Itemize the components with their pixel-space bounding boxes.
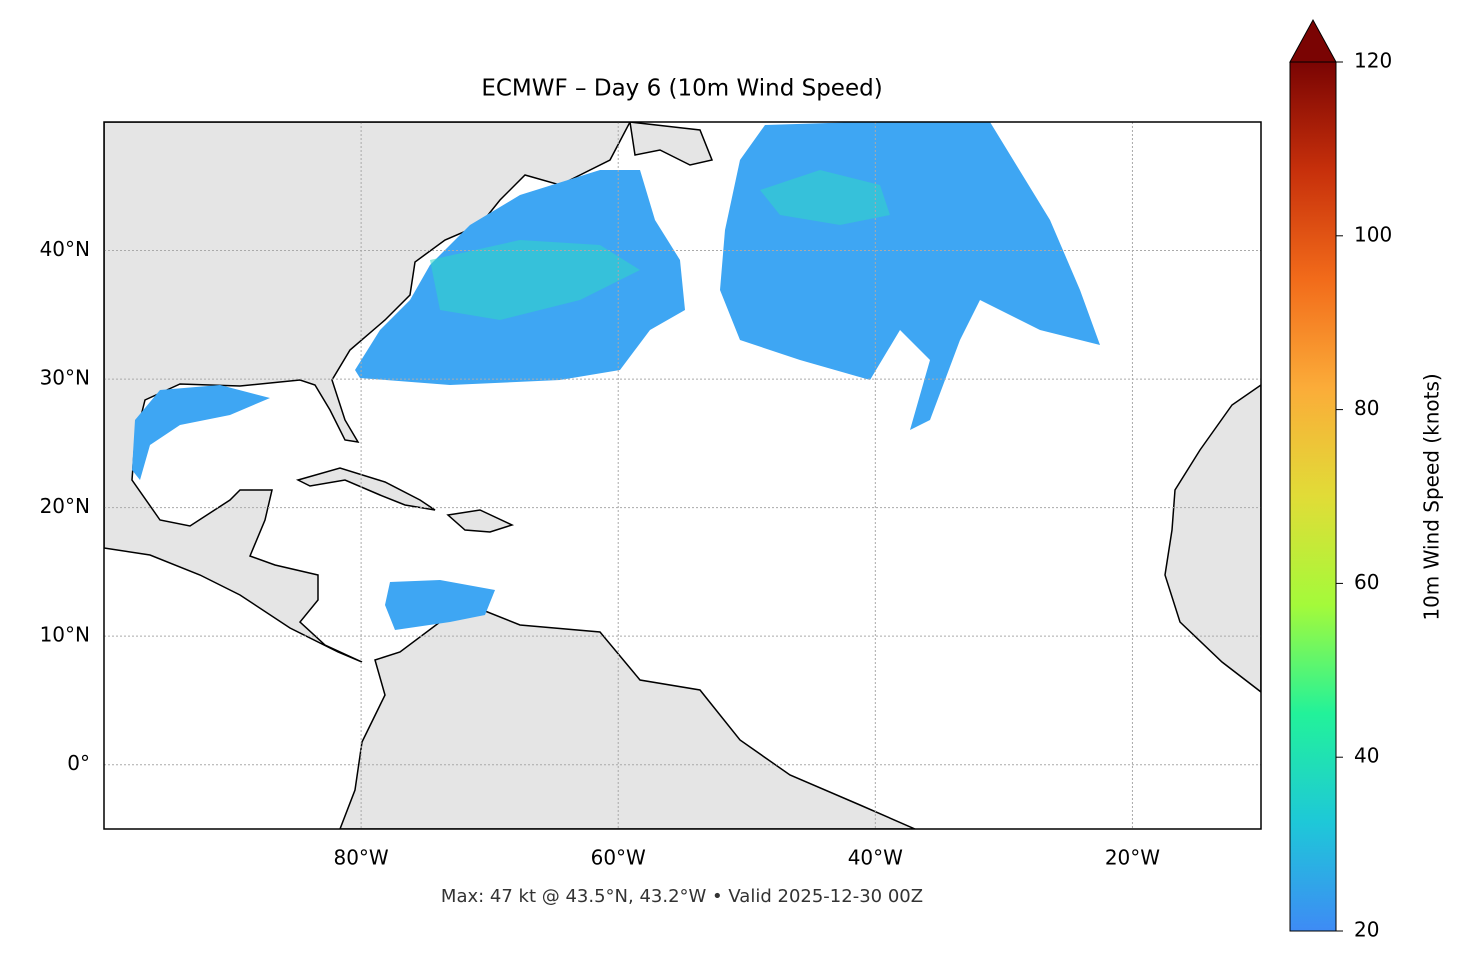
- colorbar-tick-label: 20: [1354, 918, 1379, 942]
- y-tick-label: 30°N: [40, 366, 90, 390]
- y-tick-label: 20°N: [40, 494, 90, 518]
- y-tick-label: 40°N: [40, 237, 90, 261]
- grid: [104, 122, 1261, 829]
- hispaniola: [446, 509, 515, 533]
- x-tick-label: 80°W: [333, 846, 388, 870]
- colorbar-tick-label: 80: [1354, 396, 1379, 420]
- x-tick-label: 20°W: [1105, 846, 1160, 870]
- wind-core: [760, 170, 890, 225]
- colorbar-tick-label: 60: [1354, 570, 1379, 594]
- map-area: [104, 122, 1261, 829]
- wind-core: [430, 240, 640, 320]
- x-tick-label: 40°W: [848, 846, 903, 870]
- africa: [1164, 384, 1261, 693]
- colorbar-extend: [1289, 18, 1337, 63]
- wind-field: [385, 580, 495, 630]
- y-tick-label: 10°N: [40, 623, 90, 647]
- newfoundland: [629, 122, 714, 166]
- map-frame: [103, 121, 1262, 830]
- colorbar-tick-label: 100: [1354, 222, 1392, 246]
- wind-field: [132, 385, 270, 480]
- annotation: Max: 47 kt @ 43.5°N, 43.2°W • Valid 2025…: [441, 886, 923, 907]
- y-tick-label: 0°: [67, 751, 90, 775]
- colorbar-tick-label: 120: [1354, 49, 1392, 73]
- title: ECMWF – Day 6 (10m Wind Speed): [481, 76, 882, 102]
- colorbar: [1289, 61, 1337, 932]
- colorbar-label: 10m Wind Speed (knots): [1420, 373, 1444, 620]
- colorbar-tick-label: 40: [1354, 744, 1379, 768]
- x-tick-label: 60°W: [591, 846, 646, 870]
